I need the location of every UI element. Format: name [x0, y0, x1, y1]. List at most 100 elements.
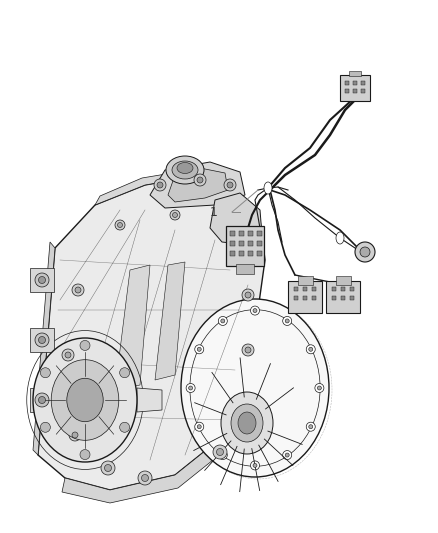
Circle shape [195, 422, 204, 431]
Circle shape [251, 461, 259, 470]
Text: 1: 1 [210, 206, 218, 219]
Circle shape [186, 384, 195, 392]
Circle shape [253, 309, 257, 312]
Bar [30, 268, 54, 292]
Circle shape [309, 348, 313, 351]
Circle shape [227, 182, 233, 188]
Circle shape [213, 445, 227, 459]
Ellipse shape [51, 360, 119, 440]
Polygon shape [137, 388, 162, 412]
Bar [230, 251, 234, 255]
Polygon shape [62, 435, 228, 503]
Ellipse shape [336, 232, 344, 244]
Bar [239, 230, 244, 236]
Circle shape [221, 319, 225, 323]
Circle shape [195, 345, 204, 354]
Circle shape [194, 174, 206, 186]
Polygon shape [115, 265, 150, 390]
Bar [239, 240, 244, 246]
Bar [230, 230, 234, 236]
FancyBboxPatch shape [236, 264, 254, 274]
Circle shape [65, 352, 71, 358]
Polygon shape [38, 178, 265, 490]
Polygon shape [150, 162, 245, 208]
Circle shape [251, 306, 259, 315]
FancyBboxPatch shape [340, 75, 370, 101]
Circle shape [306, 422, 315, 431]
Bar [345, 89, 349, 93]
Circle shape [218, 317, 227, 326]
Circle shape [35, 333, 49, 347]
Circle shape [35, 393, 49, 407]
Circle shape [189, 386, 193, 390]
Bar [303, 287, 307, 291]
Bar [312, 287, 316, 291]
Circle shape [170, 210, 180, 220]
Circle shape [245, 292, 251, 298]
Bar [332, 296, 336, 300]
Bar [341, 296, 345, 300]
Bar [332, 287, 336, 291]
Circle shape [197, 425, 201, 429]
Ellipse shape [264, 182, 272, 194]
Circle shape [72, 284, 84, 296]
Circle shape [105, 464, 112, 472]
Circle shape [80, 341, 90, 350]
Circle shape [173, 213, 177, 217]
Bar [247, 251, 252, 255]
Circle shape [62, 349, 74, 361]
Bar [30, 328, 54, 352]
Circle shape [115, 220, 125, 230]
Circle shape [40, 368, 50, 378]
FancyBboxPatch shape [226, 226, 264, 266]
Ellipse shape [67, 378, 103, 422]
Circle shape [315, 384, 324, 392]
Circle shape [39, 336, 46, 343]
Bar [257, 251, 261, 255]
Circle shape [355, 242, 375, 262]
Circle shape [218, 450, 227, 459]
Bar [361, 89, 365, 93]
Circle shape [253, 463, 257, 467]
Ellipse shape [181, 299, 329, 477]
Circle shape [224, 179, 236, 191]
Polygon shape [210, 193, 262, 245]
Circle shape [242, 289, 254, 301]
Circle shape [245, 347, 251, 353]
Circle shape [72, 432, 78, 438]
Circle shape [117, 222, 123, 228]
Circle shape [216, 448, 223, 456]
FancyBboxPatch shape [326, 281, 360, 313]
Bar [294, 296, 298, 300]
Bar [361, 81, 365, 85]
Ellipse shape [238, 412, 256, 434]
Circle shape [197, 348, 201, 351]
Ellipse shape [166, 156, 204, 184]
Circle shape [309, 425, 313, 429]
Bar [257, 240, 261, 246]
Circle shape [197, 177, 203, 183]
Bar [294, 287, 298, 291]
FancyBboxPatch shape [288, 281, 322, 313]
Bar [239, 251, 244, 255]
Circle shape [138, 471, 152, 485]
Polygon shape [33, 242, 55, 455]
Circle shape [242, 344, 254, 356]
Ellipse shape [172, 161, 198, 179]
Circle shape [101, 461, 115, 475]
Circle shape [35, 273, 49, 287]
Bar [312, 296, 316, 300]
Circle shape [141, 474, 148, 481]
Bar [257, 230, 261, 236]
Bar [350, 287, 354, 291]
Bar [30, 388, 54, 412]
Circle shape [285, 453, 289, 457]
Circle shape [120, 422, 130, 432]
Circle shape [318, 386, 321, 390]
Polygon shape [168, 168, 228, 202]
Circle shape [39, 397, 46, 403]
Circle shape [285, 319, 289, 323]
Circle shape [306, 345, 315, 354]
Circle shape [154, 179, 166, 191]
Bar [341, 287, 345, 291]
